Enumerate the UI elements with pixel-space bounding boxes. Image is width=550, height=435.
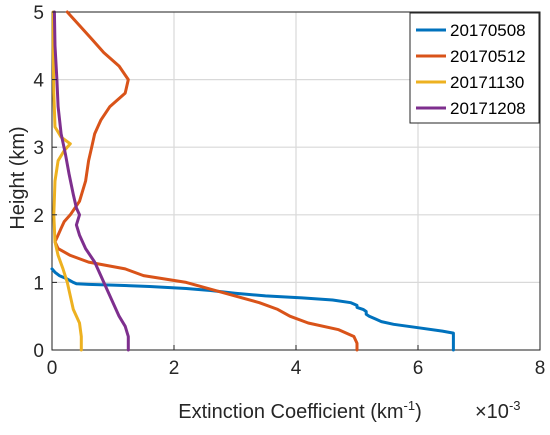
legend-entry-label: 20170508 (450, 21, 526, 40)
y-tick-label: 3 (33, 138, 44, 159)
legend-entry-label: 20170512 (450, 47, 526, 66)
legend-entry-label: 20171130 (450, 73, 524, 92)
x-axis-title: Extinction Coefficient (km-1) (178, 398, 422, 423)
series-line-20171208 (52, 10, 130, 352)
series-lines (50, 10, 455, 352)
y-tick-label: 2 (33, 206, 44, 227)
y-tick-label: 5 (33, 3, 44, 24)
y-tick-label: 1 (33, 273, 44, 294)
y-tick-label: 4 (33, 71, 44, 92)
series-line-20170508 (50, 267, 455, 352)
legend-entry-label: 20171208 (450, 99, 526, 118)
ticks: 0 2 4 6 8 0 1 2 3 4 5 (33, 3, 545, 379)
series-line-20170512 (53, 10, 359, 352)
y-tick-label: 0 (33, 341, 44, 362)
x-tick-label: 0 (47, 358, 58, 379)
x-tick-label: 2 (169, 358, 180, 379)
x-tick-label: 4 (291, 358, 302, 379)
y-axis-title: Height (km) (7, 126, 29, 229)
x-tick-label: 8 (535, 358, 546, 379)
x-tick-label: 6 (413, 358, 424, 379)
legend: 20170508 20170512 20171130 20171208 (409, 12, 540, 124)
x-axis-multiplier: ×10-3 (475, 398, 521, 423)
